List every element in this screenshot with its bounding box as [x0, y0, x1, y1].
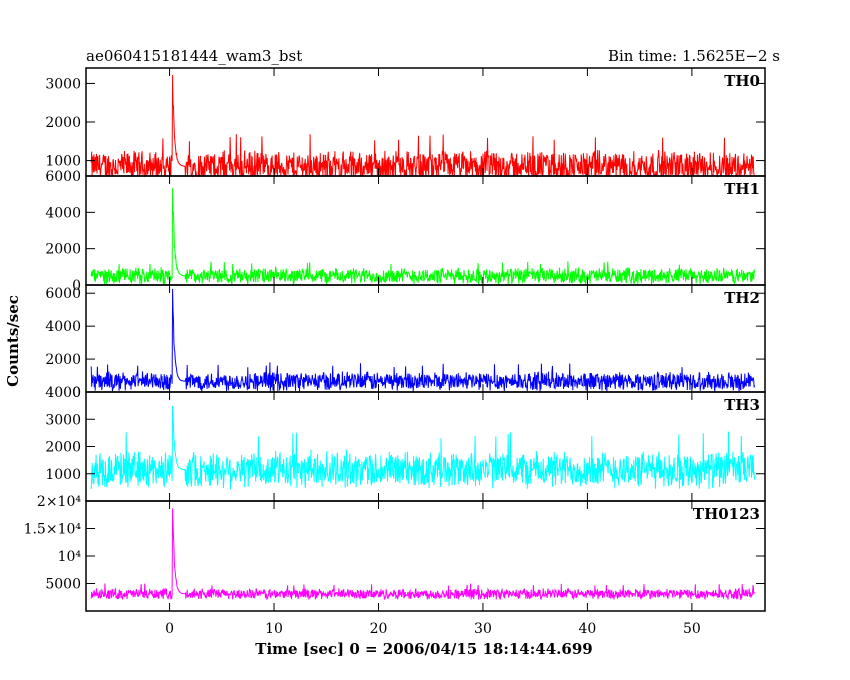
series-line-th2	[90, 288, 756, 392]
panel-label: TH0	[724, 72, 760, 90]
panel-th1: 0 2000 4000 6000 TH1	[45, 169, 766, 294]
y-tick-label: 2000	[45, 352, 81, 368]
y-tick-label: 2×10⁴	[37, 494, 81, 510]
x-tick-label: 20	[370, 621, 388, 637]
series-line-th3	[90, 406, 756, 490]
panel-label: TH3	[724, 396, 760, 414]
panel-th0123: 5000 10⁴ 1.5×10⁴ 2×10⁴ TH0123	[24, 494, 766, 612]
y-tick-label: 2000	[45, 115, 81, 131]
panel-th2: 0 2000 4000 6000 TH2	[45, 284, 766, 401]
y-tick-label: 4000	[45, 205, 81, 221]
y-tick-label: 2000	[45, 440, 81, 456]
panel-label: TH0123	[693, 505, 760, 523]
chart-title: ae060415181444_wam3_bst	[86, 47, 302, 65]
y-axis-label: Counts/sec	[4, 295, 22, 387]
x-axis-label: Time [sec] 0 = 2006/04/15 18:14:44.699	[255, 640, 592, 658]
y-tick-label: 4000	[45, 319, 81, 335]
y-tick-label: 3000	[45, 412, 81, 428]
x-tick-label: 10	[265, 621, 283, 637]
bin-time-label: Bin time: 1.5625E−2 s	[608, 47, 780, 65]
y-tick-label: 1000	[45, 154, 81, 170]
y-tick-label: 2000	[45, 242, 81, 258]
series-line-th1	[90, 188, 756, 286]
y-tick-label: 0	[72, 385, 81, 401]
panel-th3: 1000 2000 3000 4000 TH3	[45, 385, 766, 502]
series-line-th0	[90, 74, 755, 178]
y-tick-label: 5000	[45, 577, 81, 593]
x-tick-label: 0	[165, 621, 174, 637]
x-axis: 0 10 20 30 40 50	[165, 68, 701, 637]
y-tick-label: 3000	[45, 76, 81, 92]
x-tick-label: 30	[474, 621, 492, 637]
y-tick-label: 0	[72, 278, 81, 294]
x-tick-label: 40	[579, 621, 597, 637]
y-tick-label: 10⁴	[58, 549, 82, 565]
panel-frame	[85, 175, 766, 286]
x-tick-label: 50	[683, 621, 701, 637]
y-tick-label: 6000	[45, 169, 81, 185]
y-tick-label: 4000	[45, 385, 81, 401]
series-line-th0123	[90, 508, 756, 601]
y-tick-label: 6000	[45, 286, 81, 302]
panel-label: TH2	[724, 289, 760, 307]
y-tick-label: 1.5×10⁴	[24, 522, 82, 538]
panel-th0: 1000 2000 3000 TH0	[45, 67, 766, 178]
panels-group: 1000 2000 3000 TH0 0 2000 4000 6000 TH1 0 2000 4000…	[24, 67, 766, 612]
y-tick-label: 1000	[45, 467, 81, 483]
panel-label: TH1	[724, 180, 760, 198]
